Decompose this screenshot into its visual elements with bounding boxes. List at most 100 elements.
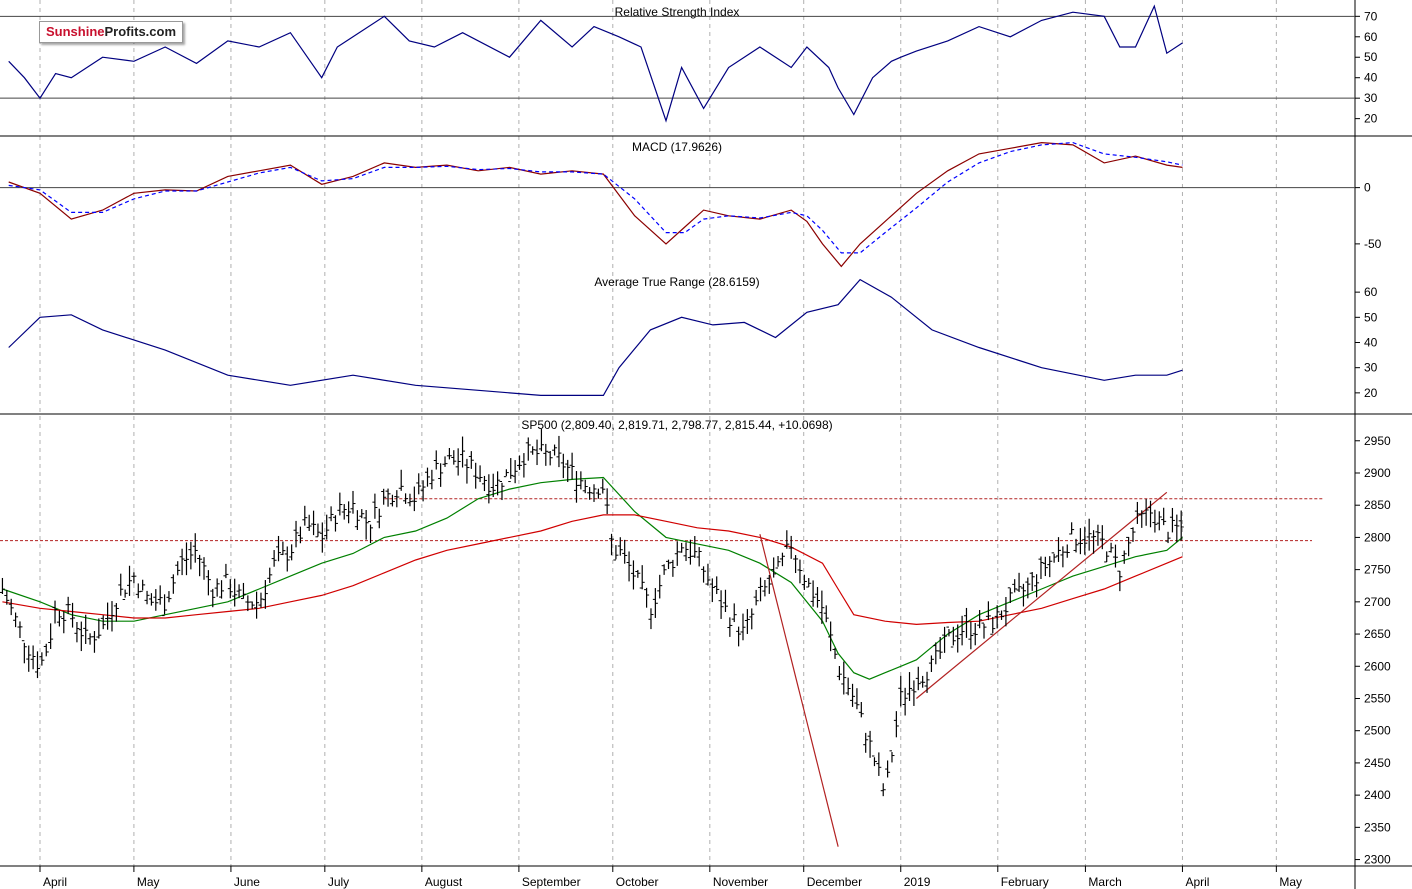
price-bar — [609, 533, 615, 556]
rsi-panel: Relative Strength Index 70 60 50 40 30 20 — [0, 4, 1378, 126]
price-bar — [219, 580, 225, 599]
macd-tick-label: -50 — [1364, 237, 1382, 251]
price-bar — [736, 626, 742, 647]
price-bar — [100, 615, 106, 630]
price-bar — [131, 572, 137, 584]
price-bar — [841, 661, 847, 695]
price-bar — [271, 550, 277, 567]
price-bar — [1042, 556, 1048, 577]
price-bar — [1165, 531, 1171, 544]
atr-line — [8, 278, 1183, 396]
price-bar — [788, 535, 794, 559]
price-bar — [762, 580, 768, 597]
price-bar — [1025, 577, 1031, 599]
price-bar — [311, 510, 317, 536]
price-bar — [262, 580, 268, 609]
price-bar — [1161, 507, 1167, 526]
price-bar — [83, 614, 89, 645]
price-bar — [205, 570, 211, 596]
price-bar — [297, 526, 303, 544]
price-bar — [188, 541, 194, 570]
price-bar — [604, 488, 610, 515]
price-bar — [867, 730, 873, 758]
price-bar — [481, 475, 487, 492]
price-bar — [1148, 500, 1154, 528]
price-bar — [1108, 542, 1114, 553]
price-bar — [179, 548, 185, 576]
macd-signal-line — [8, 141, 1183, 254]
atr-tick-label: 60 — [1364, 285, 1378, 299]
price-bar — [122, 589, 128, 600]
logo-part-2: Profits.com — [104, 24, 177, 39]
price-bar — [424, 467, 430, 487]
price-bar — [197, 554, 203, 577]
price-bar — [486, 474, 492, 504]
price-bar — [293, 520, 299, 548]
price-bar — [30, 645, 36, 670]
price-bar — [977, 610, 983, 629]
price-bar — [898, 675, 904, 707]
x-tick-label: December — [807, 875, 862, 889]
price-bar — [893, 711, 899, 738]
price-bar — [714, 576, 720, 595]
x-tick-label: May — [1279, 875, 1302, 889]
price-bar — [525, 437, 531, 461]
price-bar — [65, 596, 71, 615]
price-bar — [1029, 572, 1035, 591]
price-bar — [8, 598, 14, 616]
price-bar — [214, 578, 220, 597]
price-bar — [346, 501, 352, 524]
price-bar — [981, 622, 987, 639]
price-bar — [600, 478, 606, 494]
price-bar — [920, 675, 926, 688]
price-bar — [232, 578, 238, 607]
price-bar — [477, 465, 483, 483]
x-tick-label: August — [425, 875, 463, 889]
price-bar — [372, 493, 378, 519]
price-bar — [911, 680, 917, 706]
sp500-tick-label: 2600 — [1364, 659, 1391, 673]
atr-tick-label: 20 — [1364, 386, 1378, 400]
price-bar — [928, 655, 934, 673]
price-bar — [1064, 544, 1070, 558]
macd-title: MACD (17.9626) — [632, 140, 722, 154]
price-bar — [254, 591, 260, 619]
price-bar — [280, 541, 286, 556]
price-bar — [175, 561, 181, 576]
price-bar — [284, 546, 290, 572]
price-bar — [521, 453, 527, 478]
price-bar — [828, 621, 834, 652]
sp500-panel: SP500 (2,809.40, 2,819.71, 2,798.77, 2,8… — [0, 418, 1391, 867]
price-bar — [1104, 551, 1110, 563]
sp500-tick-label: 2550 — [1364, 691, 1391, 705]
price-bar — [696, 547, 702, 567]
sp500-tick-label: 2950 — [1364, 434, 1391, 448]
price-bar — [490, 473, 496, 497]
atr-tick-label: 50 — [1364, 310, 1378, 324]
x-tick-label: September — [522, 875, 581, 889]
sp500-tick-label: 2500 — [1364, 724, 1391, 738]
price-bar — [455, 448, 461, 476]
price-bar — [39, 652, 45, 666]
price-bar — [359, 509, 365, 519]
price-bar — [446, 447, 452, 460]
price-bar — [1174, 514, 1180, 543]
moving-average-fast — [2, 476, 1183, 680]
price-bar — [753, 589, 759, 606]
price-bar — [1121, 550, 1127, 564]
price-bar — [1051, 552, 1057, 563]
price-bar — [832, 647, 838, 659]
price-bar — [91, 631, 97, 653]
price-bar — [626, 551, 632, 582]
price-bar — [332, 515, 338, 532]
price-bar — [319, 522, 325, 553]
price-bar — [806, 578, 812, 588]
price-bar — [793, 555, 799, 574]
price-bar — [144, 590, 150, 605]
price-bar — [1082, 526, 1088, 555]
price-bar — [13, 612, 19, 628]
x-tick-label: July — [328, 875, 349, 889]
price-bar — [836, 666, 842, 681]
sp500-title: SP500 (2,809.40, 2,819.71, 2,798.77, 2,8… — [521, 418, 832, 432]
price-bar — [43, 643, 49, 657]
